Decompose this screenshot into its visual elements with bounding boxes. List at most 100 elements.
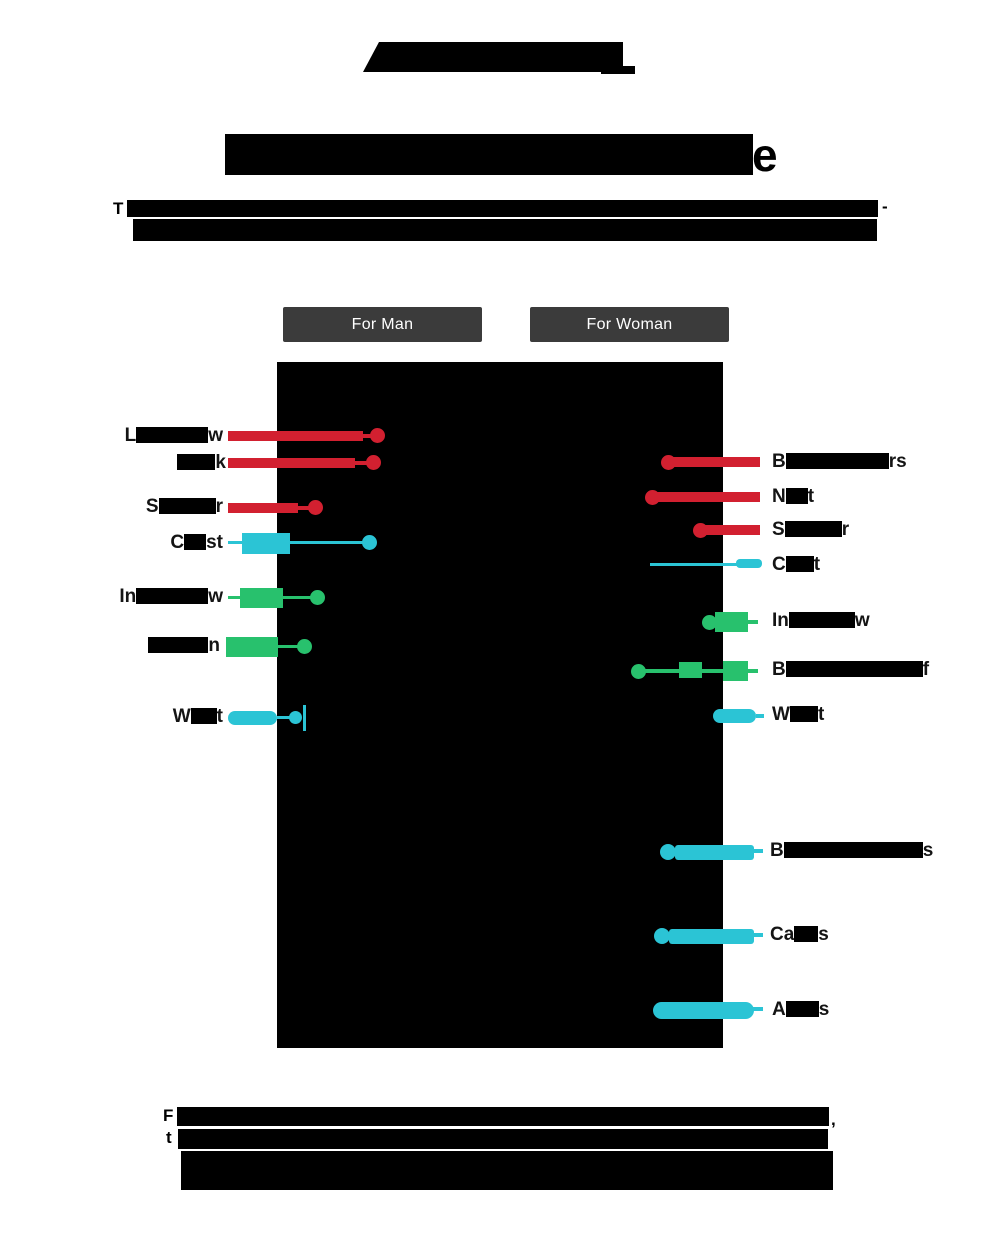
woman-callout-10-connector: [753, 1007, 763, 1011]
label-redaction: [184, 534, 207, 550]
page-title-redacted-tail: [601, 66, 635, 74]
label-redaction: [785, 556, 814, 572]
description-line2-redacted: [133, 219, 877, 241]
man-label-inner-elbow: In w: [119, 586, 223, 607]
label-redaction: [785, 488, 808, 504]
woman-callout-9-connector: [753, 933, 763, 937]
woman-label-calves: Ca s: [770, 924, 829, 945]
woman-callout-6-redaction: [723, 661, 748, 681]
label-redaction: [785, 1001, 819, 1017]
footer-visible-comma: ,: [831, 1110, 836, 1129]
label-redaction: [784, 521, 842, 537]
woman-callout-7-connector: [756, 714, 764, 718]
for-woman-button[interactable]: For Woman: [530, 307, 729, 342]
woman-callout-6-dot: [631, 664, 646, 679]
woman-callout-7-redaction: [713, 709, 756, 723]
woman-callout-1-line: [673, 457, 760, 467]
man-callout-3-dot: [308, 500, 323, 515]
section-heading-redacted: [225, 134, 753, 175]
page-title-redacted: [363, 42, 623, 72]
label-redaction: [136, 588, 209, 604]
man-callout-4-connector: [228, 541, 242, 544]
section-heading-visible-letter: e: [752, 129, 778, 181]
label-redaction: [190, 708, 217, 724]
man-label-abdomen: n: [148, 635, 220, 657]
footer-line3-redacted: [181, 1151, 833, 1190]
man-callout-2-connector: [352, 461, 368, 465]
label-redaction: [794, 926, 819, 942]
footer-visible-letter-2: t: [166, 1128, 172, 1147]
label-redaction: [788, 612, 855, 628]
woman-callout-8-line: [675, 845, 754, 860]
woman-callout-6-mid-redaction: [679, 662, 702, 678]
man-callout-3-line: [228, 503, 298, 513]
man-callout-5-dot: [310, 590, 325, 605]
footer-line1-redacted: [177, 1107, 829, 1126]
woman-callout-4-line: [650, 563, 740, 566]
man-callout-4-redaction: [242, 533, 290, 554]
woman-callout-5-redaction: [715, 612, 748, 632]
man-callout-4-line: [290, 541, 364, 544]
man-label-neck: k: [177, 452, 226, 474]
woman-callout-2-dot: [645, 490, 660, 505]
man-callout-1-connector: [360, 434, 372, 438]
description-visible-dash: -: [882, 197, 888, 216]
woman-callout-6-connector: [748, 669, 758, 673]
label-redaction: [785, 661, 923, 677]
description-line1-redacted: [127, 200, 878, 217]
woman-callout-8-connector: [753, 849, 763, 853]
man-callout-2-dot: [366, 455, 381, 470]
woman-callout-3-line: [704, 525, 760, 535]
woman-label-inner-elbow: In w: [772, 610, 870, 631]
description-visible-letter: T: [113, 199, 124, 218]
woman-callout-5-dot: [702, 615, 717, 630]
woman-callout-8-dot: [660, 844, 676, 860]
footer-visible-letter-1: F: [163, 1106, 174, 1125]
woman-callout-1-dot: [661, 455, 676, 470]
man-callout-5-connector: [228, 596, 242, 599]
woman-callout-9-line: [669, 929, 754, 944]
man-callout-7-line: [277, 716, 291, 719]
label-redaction: [177, 454, 216, 470]
man-callout-7-dot: [289, 711, 302, 724]
man-callout-5-redaction: [240, 588, 283, 608]
footer-line2-redacted: [178, 1129, 828, 1149]
man-callout-5-line: [283, 596, 313, 599]
woman-callout-5-connector: [748, 620, 758, 624]
label-redaction: [789, 706, 818, 722]
man-callout-1-line: [228, 431, 363, 441]
man-callout-6-line: [278, 645, 300, 648]
woman-callout-9-dot: [654, 928, 670, 944]
measurement-figure-image: [277, 362, 723, 1048]
label-redaction: [783, 842, 923, 858]
man-callout-2-line: [228, 458, 355, 468]
label-redaction: [136, 427, 209, 443]
label-redaction: [158, 498, 216, 514]
man-callout-6-dot: [297, 639, 312, 654]
for-man-button[interactable]: For Man: [283, 307, 482, 342]
man-callout-6-redaction: [226, 637, 278, 657]
man-callout-7-endcap: [303, 705, 306, 731]
woman-callout-10-line: [653, 1002, 754, 1019]
man-callout-4-dot: [362, 535, 377, 550]
woman-callout-4-redaction: [736, 559, 762, 568]
man-callout-7-redaction: [228, 711, 277, 725]
man-callout-3-connector: [296, 506, 310, 510]
label-redaction: [785, 453, 889, 469]
label-redaction: [148, 637, 209, 653]
woman-callout-2-line: [657, 492, 760, 502]
man-callout-1-dot: [370, 428, 385, 443]
